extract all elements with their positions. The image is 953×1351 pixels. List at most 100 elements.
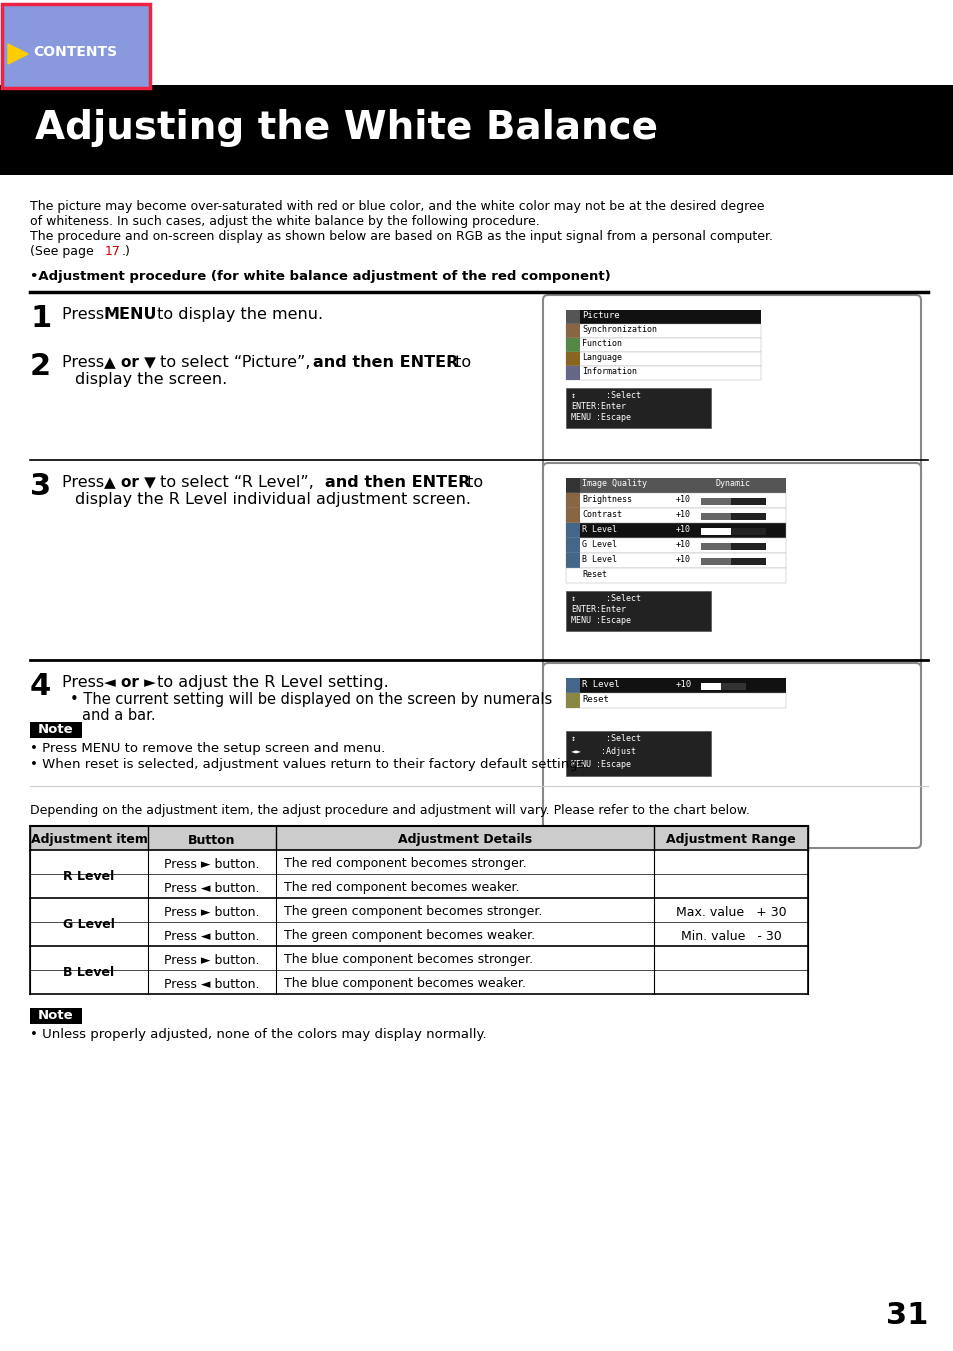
Text: •Adjustment procedure (for white balance adjustment of the red component): •Adjustment procedure (for white balance…	[30, 270, 610, 282]
Text: B Level: B Level	[581, 555, 617, 563]
Bar	[565, 493, 785, 508]
Text: display the R Level individual adjustment screen.: display the R Level individual adjustmen…	[75, 492, 471, 507]
Text: of whiteness. In such cases, adjust the white balance by the following procedure: of whiteness. In such cases, adjust the …	[30, 215, 539, 228]
Bar	[30, 946, 807, 970]
Text: Press ► button.: Press ► button.	[164, 954, 259, 966]
Bar	[565, 508, 785, 523]
Text: The green component becomes weaker.: The green component becomes weaker.	[284, 929, 535, 943]
Text: Language: Language	[581, 353, 621, 362]
Text: Note: Note	[38, 723, 73, 736]
Text: Adjustment Details: Adjustment Details	[397, 834, 532, 847]
Text: Note: Note	[38, 1009, 73, 1021]
Bar	[30, 1008, 82, 1024]
Text: The blue component becomes weaker.: The blue component becomes weaker.	[284, 978, 525, 990]
Text: +10: +10	[676, 526, 690, 534]
Text: .): .)	[122, 245, 131, 258]
Text: ▲ or ▼: ▲ or ▼	[104, 476, 155, 490]
Bar	[565, 338, 760, 353]
Text: +10: +10	[676, 494, 690, 504]
Text: Press ► button.: Press ► button.	[164, 858, 259, 870]
Bar	[30, 970, 807, 994]
Text: to: to	[461, 476, 482, 490]
Text: 3: 3	[30, 471, 51, 501]
Text: • Unless properly adjusted, none of the colors may display normally.: • Unless properly adjusted, none of the …	[30, 1028, 486, 1042]
Text: and then ENTER: and then ENTER	[325, 476, 470, 490]
Bar	[30, 874, 807, 898]
Text: Image Quality: Image Quality	[581, 480, 646, 488]
Bar	[565, 338, 579, 353]
Text: Adjustment item: Adjustment item	[30, 834, 148, 847]
Bar	[565, 353, 760, 366]
Text: Press ◄ button.: Press ◄ button.	[164, 881, 259, 894]
Text: ▲ or ▼: ▲ or ▼	[104, 355, 155, 370]
Text: Max. value   + 30: Max. value + 30	[675, 905, 785, 919]
Bar	[565, 366, 579, 380]
Text: Brightness: Brightness	[581, 494, 631, 504]
Text: 17: 17	[105, 245, 121, 258]
Text: to select “R Level”,: to select “R Level”,	[154, 476, 318, 490]
Text: ◄►    :Adjust: ◄► :Adjust	[571, 747, 636, 757]
Bar	[700, 499, 765, 505]
Text: ↕      :Select: ↕ :Select	[571, 594, 640, 603]
Text: MENU: MENU	[104, 307, 157, 322]
Text: display the screen.: display the screen.	[75, 372, 227, 386]
Text: Press ◄ button.: Press ◄ button.	[164, 929, 259, 943]
Polygon shape	[8, 45, 28, 63]
Bar	[565, 523, 785, 538]
Text: Picture: Picture	[581, 311, 619, 320]
Bar	[730, 558, 765, 565]
Bar	[565, 553, 785, 567]
Text: The blue component becomes stronger.: The blue component becomes stronger.	[284, 954, 533, 966]
Text: to adjust the R Level setting.: to adjust the R Level setting.	[152, 676, 388, 690]
Text: R Level: R Level	[581, 680, 619, 689]
Bar	[565, 309, 579, 324]
Text: Reset: Reset	[581, 694, 608, 704]
Bar	[730, 528, 765, 535]
Text: • When reset is selected, adjustment values return to their factory default sett: • When reset is selected, adjustment val…	[30, 758, 588, 771]
Bar	[30, 825, 807, 850]
Text: Press: Press	[62, 476, 110, 490]
Text: • Press MENU to remove the setup screen and menu.: • Press MENU to remove the setup screen …	[30, 742, 385, 755]
Bar	[720, 684, 745, 690]
Bar	[30, 721, 82, 738]
Text: Information: Information	[581, 367, 637, 376]
Text: G Level: G Level	[63, 917, 114, 931]
FancyBboxPatch shape	[542, 295, 920, 485]
Text: 4: 4	[30, 671, 51, 701]
Text: CONTENTS: CONTENTS	[33, 45, 117, 59]
Text: The red component becomes stronger.: The red component becomes stronger.	[284, 858, 526, 870]
Text: G Level: G Level	[581, 540, 617, 549]
Text: 2: 2	[30, 353, 51, 381]
Bar	[565, 388, 710, 428]
Bar	[565, 678, 785, 693]
Text: Press ◄ button.: Press ◄ button.	[164, 978, 259, 990]
Text: to display the menu.: to display the menu.	[152, 307, 323, 322]
Bar	[565, 538, 579, 553]
Text: The procedure and on-screen display as shown below are based on RGB as the input: The procedure and on-screen display as s…	[30, 230, 772, 243]
Text: Press: Press	[62, 307, 110, 322]
Bar	[565, 324, 579, 338]
Text: Press ► button.: Press ► button.	[164, 905, 259, 919]
Bar	[565, 590, 710, 631]
Text: ENTER:Enter: ENTER:Enter	[571, 403, 625, 411]
Bar	[565, 309, 760, 324]
Text: ↕      :Select: ↕ :Select	[571, 390, 640, 400]
Text: Dynamic: Dynamic	[716, 480, 750, 488]
Text: 1: 1	[30, 304, 51, 332]
Text: ENTER:Enter: ENTER:Enter	[571, 605, 625, 613]
Bar	[730, 499, 765, 505]
Bar	[30, 850, 807, 874]
Text: to select “Picture”,: to select “Picture”,	[154, 355, 315, 370]
Bar	[730, 513, 765, 520]
Text: Synchronization: Synchronization	[581, 326, 657, 334]
Text: to: to	[450, 355, 471, 370]
Text: +10: +10	[676, 509, 690, 519]
Text: +10: +10	[676, 680, 691, 689]
Text: and then ENTER: and then ENTER	[313, 355, 457, 370]
Bar	[30, 898, 807, 921]
Text: The green component becomes stronger.: The green component becomes stronger.	[284, 905, 542, 919]
Text: B Level: B Level	[63, 966, 114, 978]
Text: +10: +10	[676, 555, 690, 563]
Text: Depending on the adjustment item, the adjust procedure and adjustment will vary.: Depending on the adjustment item, the ad…	[30, 804, 749, 817]
Text: Button: Button	[188, 834, 235, 847]
